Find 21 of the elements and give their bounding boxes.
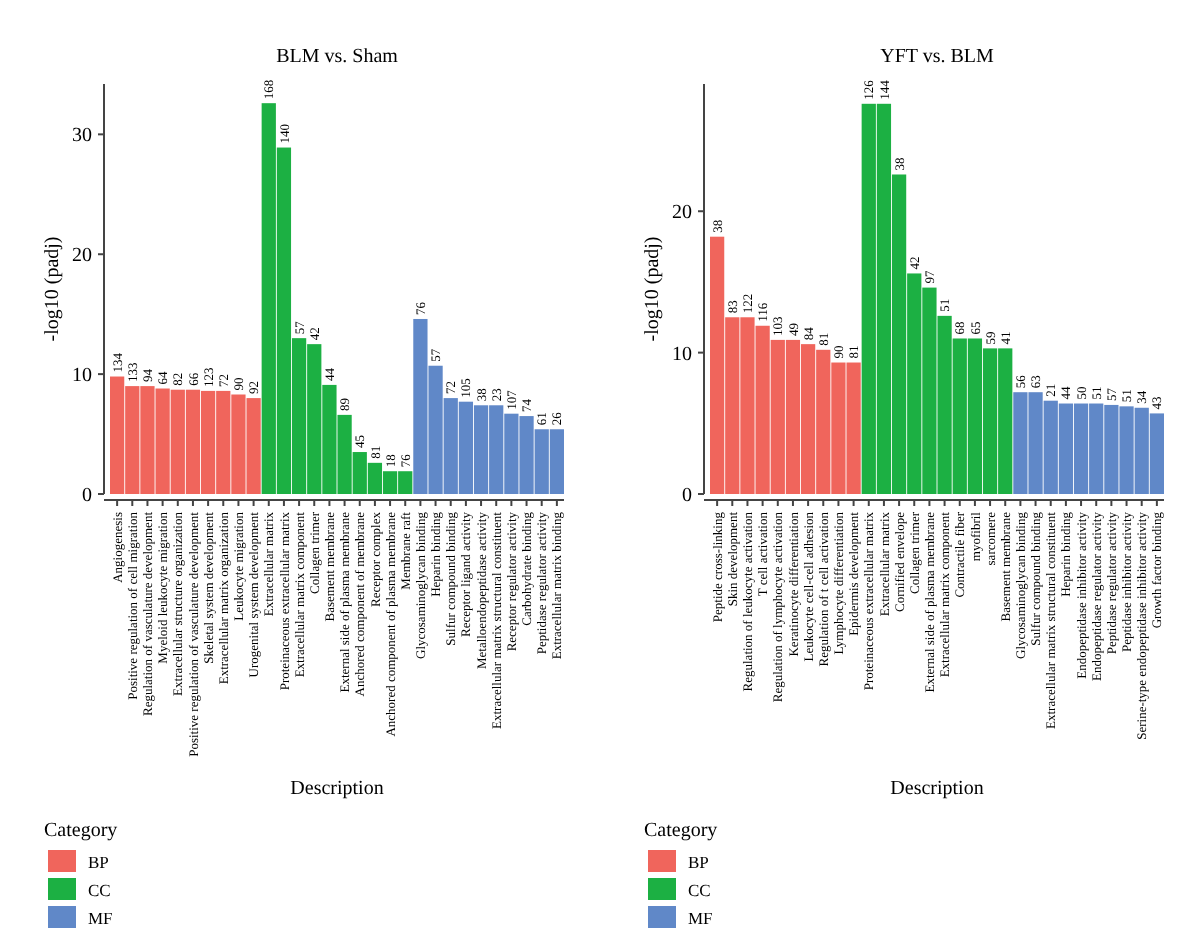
y-tick-label: 10	[72, 365, 92, 388]
y-axis-title: -log10 (padj)	[42, 236, 64, 342]
legend-label: MF	[88, 908, 114, 928]
legend-title: Category	[644, 820, 718, 842]
x-axis-title: Description	[890, 778, 984, 800]
chart-title: BLM vs. Sham	[276, 46, 399, 68]
legend-label: BP	[688, 852, 710, 872]
legend-title: Category	[44, 820, 118, 842]
legend-label: BP	[88, 852, 110, 872]
y-tick-label: 20	[672, 202, 692, 225]
y-tick-label: 30	[72, 125, 92, 148]
y-tick-label: 0	[682, 485, 692, 507]
legend-label: CC	[88, 880, 112, 900]
legend-label: CC	[688, 880, 712, 900]
x-axis-title: Description	[290, 778, 384, 800]
y-tick-label: 10	[672, 343, 692, 366]
y-tick-label: 20	[72, 245, 92, 268]
legend-label: MF	[688, 908, 714, 928]
y-tick-label: 0	[82, 485, 92, 507]
y-axis-title: -log10 (padj)	[642, 236, 664, 342]
chart-title: YFT vs. BLM	[880, 46, 994, 68]
